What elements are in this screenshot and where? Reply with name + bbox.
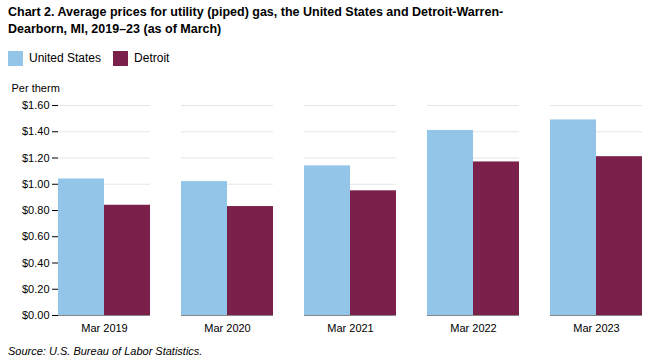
html-text:United States: United States	[29, 51, 101, 66]
svg-text:Per therm: Per therm	[12, 82, 60, 94]
svg-text:$1.60: $1.60	[22, 99, 50, 111]
svg-text:Mar 2023: Mar 2023	[573, 322, 619, 334]
svg-text:Mar 2021: Mar 2021	[327, 322, 373, 334]
svg-text:$0.40: $0.40	[22, 256, 50, 268]
svg-text:$1.40: $1.40	[22, 125, 50, 137]
html-text:Chart 2. Average prices for ut: Chart 2. Average prices for utility (pip…	[8, 5, 504, 19]
svg-text:Mar 2022: Mar 2022	[450, 322, 496, 334]
svg-text:$1.20: $1.20	[22, 151, 50, 163]
html-text:Dearborn, MI, 2019–23 (as of M: Dearborn, MI, 2019–23 (as of March)	[8, 21, 222, 36]
svg-text:$0.00: $0.00	[22, 309, 50, 321]
html-text:Detroit: Detroit	[134, 51, 170, 66]
svg-text:Mar 2020: Mar 2020	[204, 322, 250, 334]
svg-text:Mar 2019: Mar 2019	[81, 322, 127, 334]
svg-text:$0.20: $0.20	[22, 283, 50, 295]
svg-text:$1.00: $1.00	[22, 178, 50, 190]
svg-text:$0.60: $0.60	[22, 230, 50, 242]
html-text:Source: U.S. Bureau of Labor S: Source: U.S. Bureau of Labor Statistics.	[8, 344, 203, 357]
svg-text:$0.80: $0.80	[22, 204, 50, 216]
